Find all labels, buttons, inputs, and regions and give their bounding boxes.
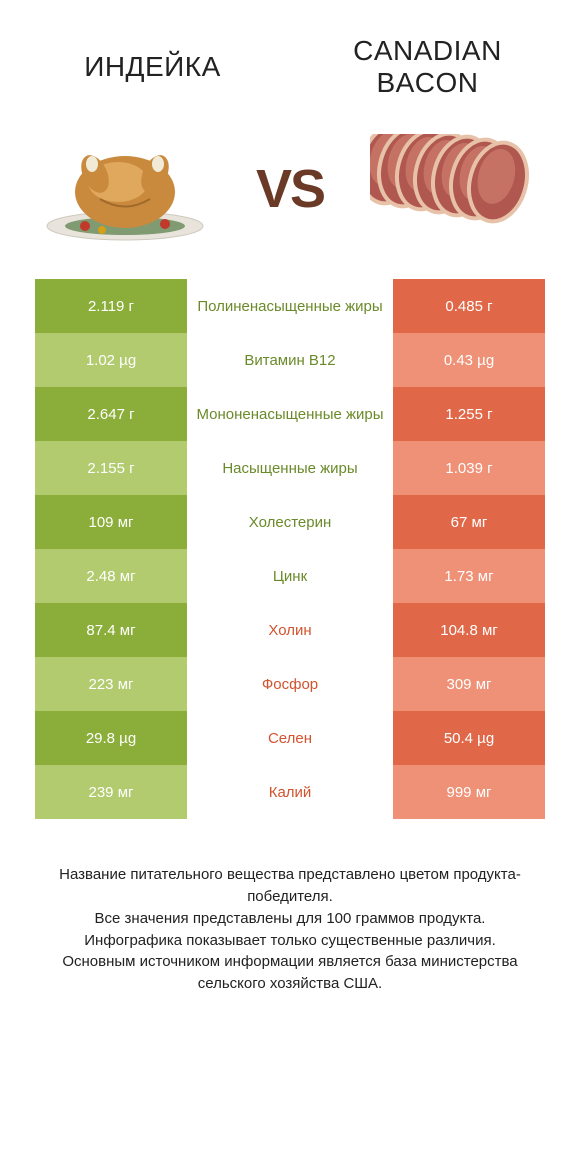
images-row: VS: [0, 109, 580, 279]
table-row: 2.48 мгЦинк1.73 мг: [35, 549, 545, 603]
right-value-cell: 0.485 г: [393, 279, 545, 333]
table-row: 2.647 гМононенасыщенные жиры1.255 г: [35, 387, 545, 441]
right-value-cell: 1.73 мг: [393, 549, 545, 603]
right-value-cell: 309 мг: [393, 657, 545, 711]
table-row: 2.155 гНасыщенные жиры1.039 г: [35, 441, 545, 495]
right-value-cell: 1.039 г: [393, 441, 545, 495]
left-value-cell: 2.48 мг: [35, 549, 187, 603]
left-value-cell: 2.155 г: [35, 441, 187, 495]
nutrient-label: Холин: [189, 603, 391, 657]
right-value-cell: 1.255 г: [393, 387, 545, 441]
left-value-cell: 223 мг: [35, 657, 187, 711]
right-value-cell: 67 мг: [393, 495, 545, 549]
table-row: 87.4 мгХолин104.8 мг: [35, 603, 545, 657]
left-value-cell: 2.119 г: [35, 279, 187, 333]
nutrient-label: Селен: [189, 711, 391, 765]
left-value-cell: 109 мг: [35, 495, 187, 549]
nutrient-label: Мононенасыщенные жиры: [189, 387, 391, 441]
table-row: 223 мгФосфор309 мг: [35, 657, 545, 711]
nutrient-label: Калий: [189, 765, 391, 819]
bacon-icon: [370, 134, 540, 244]
right-value-cell: 999 мг: [393, 765, 545, 819]
nutrient-label: Витамин B12: [189, 333, 391, 387]
table-row: 239 мгКалий999 мг: [35, 765, 545, 819]
left-value-cell: 1.02 µg: [35, 333, 187, 387]
table-row: 1.02 µgВитамин B120.43 µg: [35, 333, 545, 387]
table-row: 2.119 гПолиненасыщенные жиры0.485 г: [35, 279, 545, 333]
left-value-cell: 87.4 мг: [35, 603, 187, 657]
right-value-cell: 0.43 µg: [393, 333, 545, 387]
footer-line: Основным источником информации является …: [30, 951, 550, 995]
footer-line: Все значения представлены для 100 граммо…: [30, 908, 550, 930]
left-value-cell: 29.8 µg: [35, 711, 187, 765]
table-row: 109 мгХолестерин67 мг: [35, 495, 545, 549]
nutrient-label: Полиненасыщенные жиры: [189, 279, 391, 333]
nutrient-label: Фосфор: [189, 657, 391, 711]
comparison-table: 2.119 гПолиненасыщенные жиры0.485 г1.02 …: [0, 279, 580, 819]
vs-label: VS: [256, 158, 324, 220]
left-value-cell: 239 мг: [35, 765, 187, 819]
nutrient-label: Холестерин: [189, 495, 391, 549]
footer-notes: Название питательного вещества представл…: [0, 819, 580, 995]
footer-line: Инфографика показывает только существенн…: [30, 930, 550, 952]
table-row: 29.8 µgСелен50.4 µg: [35, 711, 545, 765]
header: ИНДЕЙКА CANADIAN BACON: [0, 0, 580, 109]
nutrient-label: Насыщенные жиры: [189, 441, 391, 495]
left-value-cell: 2.647 г: [35, 387, 187, 441]
bacon-illustration: [365, 129, 545, 249]
turkey-icon: [40, 134, 210, 244]
footer-line: Название питательного вещества представл…: [30, 864, 550, 908]
nutrient-label: Цинк: [189, 549, 391, 603]
turkey-illustration: [35, 129, 215, 249]
left-product-title: ИНДЕЙКА: [40, 51, 265, 83]
right-value-cell: 50.4 µg: [393, 711, 545, 765]
right-product-title: CANADIAN BACON: [315, 35, 540, 99]
right-value-cell: 104.8 мг: [393, 603, 545, 657]
